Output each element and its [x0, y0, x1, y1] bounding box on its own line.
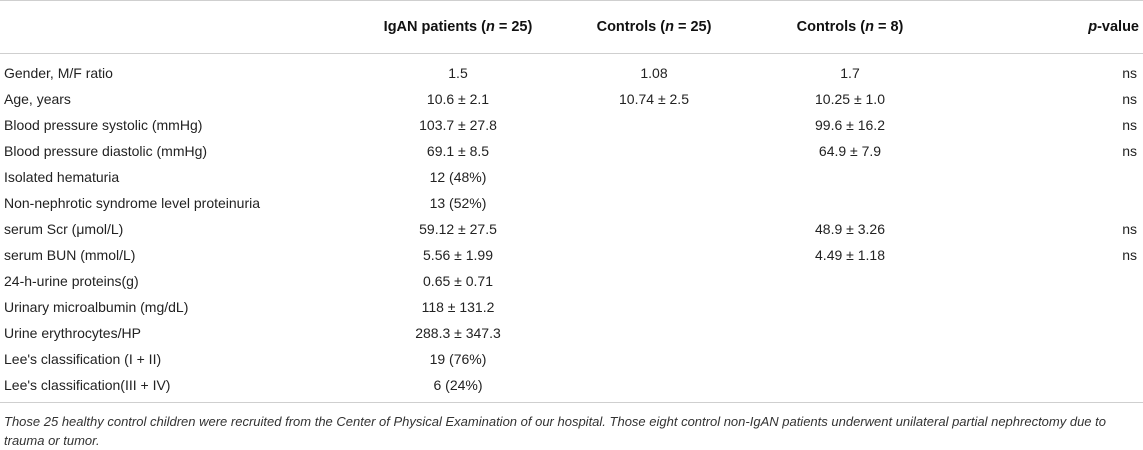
- cell-controls-25: [556, 320, 752, 346]
- table-row: Lee's classification(III + IV) 6 (24%): [0, 372, 1143, 403]
- cell-igan-patients: 103.7 ± 27.8: [419, 117, 497, 133]
- cell-p-value: [948, 190, 1143, 216]
- cell-characteristic: Age, years: [4, 91, 71, 107]
- cell-controls-8: 48.9 ± 3.26: [815, 221, 885, 237]
- cell-controls-25: [556, 138, 752, 164]
- table-row: Urinary microalbumin (mg/dL) 118 ± 131.2: [0, 294, 1143, 320]
- cell-controls-25: [556, 112, 752, 138]
- cell-igan-patients: 5.56 ± 1.99: [423, 247, 493, 263]
- cell-controls-25: [556, 294, 752, 320]
- cell-characteristic: Isolated hematuria: [4, 169, 120, 185]
- cell-characteristic: 24-h-urine proteins(g): [4, 273, 139, 289]
- cell-igan-patients: 118 ± 131.2: [421, 299, 495, 315]
- cell-characteristic: Gender, M/F ratio: [4, 65, 113, 81]
- table-row: Non-nephrotic syndrome level proteinuria…: [0, 190, 1143, 216]
- cell-p-value: ns: [1122, 143, 1137, 159]
- table-row: Urine erythrocytes/HP 288.3 ± 347.3: [0, 320, 1143, 346]
- cell-characteristic: Lee's classification (I + II): [4, 351, 162, 367]
- cell-controls-8: [752, 320, 948, 346]
- cell-controls-25: [556, 268, 752, 294]
- table-row: Blood pressure diastolic (mmHg) 69.1 ± 8.…: [0, 138, 1143, 164]
- cell-igan-patients: 10.6 ± 2.1: [426, 91, 490, 107]
- cell-controls-25: [556, 346, 752, 372]
- cell-igan-patients: 59.12 ± 27.5: [419, 221, 497, 237]
- cell-controls-8: 64.9 ± 7.9: [818, 143, 882, 159]
- cell-p-value: [948, 372, 1143, 403]
- cell-p-value: ns: [1122, 221, 1137, 237]
- cell-igan-patients: 13 (52%): [429, 195, 487, 211]
- cell-igan-patients: 1.5: [448, 65, 468, 81]
- header-cell-igan-patients: IgAN patients (n = 25): [360, 0, 556, 54]
- cell-controls-25: [556, 216, 752, 242]
- cell-controls-25: 10.74 ± 2.5: [619, 91, 689, 107]
- cell-controls-8: [752, 190, 948, 216]
- cell-controls-25: [556, 372, 752, 403]
- table-row: Age, years 10.6 ± 2.1 10.74 ± 2.5 10.25 ± 1…: [0, 86, 1143, 112]
- cell-igan-patients: 69.1 ± 8.5: [426, 143, 490, 159]
- cell-controls-25: 1.08: [640, 65, 668, 81]
- cell-characteristic: Blood pressure diastolic (mmHg): [4, 143, 208, 159]
- cell-igan-patients: 0.65 ± 0.71: [423, 273, 493, 289]
- cell-igan-patients: 288.3 ± 347.3: [415, 325, 501, 341]
- cell-controls-8: [752, 294, 948, 320]
- table-row: Isolated hematuria 12 (48%): [0, 164, 1143, 190]
- cell-controls-25: [556, 242, 752, 268]
- cell-controls-8: [752, 346, 948, 372]
- header-cell-controls-8: Controls (n = 8): [752, 0, 948, 54]
- cell-p-value: [948, 268, 1143, 294]
- cell-controls-8: 10.25 ± 1.0: [815, 91, 885, 107]
- cell-p-value: [948, 346, 1143, 372]
- cell-characteristic: Lee's classification(III + IV): [0, 372, 360, 403]
- cell-controls-8: 4.49 ± 1.18: [815, 247, 885, 263]
- cell-controls-8: 1.7: [840, 65, 860, 81]
- cell-igan-patients: 12 (48%): [429, 169, 487, 185]
- cell-p-value: ns: [1122, 117, 1137, 133]
- table-row: Gender, M/F ratio 1.5 1.08 1.7 ns: [0, 54, 1143, 87]
- cell-controls-8: 99.6 ± 16.2: [815, 117, 885, 133]
- table-row: Lee's classification (I + II) 19 (76%): [0, 346, 1143, 372]
- cell-p-value: ns: [1122, 65, 1137, 81]
- header-row: IgAN patients (n = 25) Controls (n = 25)…: [0, 0, 1143, 54]
- cell-p-value: [948, 320, 1143, 346]
- header-cell-controls-25: Controls (n = 25): [556, 0, 752, 54]
- cell-characteristic: serum Scr (μmol/L): [4, 221, 124, 237]
- cell-characteristic: Urinary microalbumin (mg/dL): [4, 299, 189, 315]
- header-cell-characteristic: [0, 0, 360, 54]
- cell-controls-8: [752, 164, 948, 190]
- cell-controls-25: [556, 164, 752, 190]
- cell-p-value: ns: [1122, 91, 1137, 107]
- cell-controls-25: [556, 190, 752, 216]
- header-cell-p-value: p-value: [948, 0, 1143, 54]
- cell-characteristic: Urine erythrocytes/HP: [4, 325, 141, 341]
- table-body: Gender, M/F ratio 1.5 1.08 1.7 ns Age, years 1…: [0, 54, 1143, 403]
- cell-igan-patients: 19 (76%): [429, 351, 487, 367]
- table-row: serum BUN (mmol/L) 5.56 ± 1.99 4.49 ± 1.18…: [0, 242, 1143, 268]
- cell-igan-patients: 6 (24%): [360, 372, 556, 403]
- cell-p-value: [948, 294, 1143, 320]
- cell-p-value: ns: [1122, 247, 1137, 263]
- cell-controls-8: [752, 268, 948, 294]
- cell-characteristic: serum BUN (mmol/L): [4, 247, 136, 263]
- cell-characteristic: Blood pressure systolic (mmHg): [4, 117, 203, 133]
- cell-characteristic: Non-nephrotic syndrome level proteinuria: [4, 195, 261, 211]
- table-row: Blood pressure systolic (mmHg) 103.7 ± 27…: [0, 112, 1143, 138]
- cell-controls-8: [752, 372, 948, 403]
- table-row: serum Scr (μmol/L) 59.12 ± 27.5 48.9 ± 3.2…: [0, 216, 1143, 242]
- clinical-characteristics-table: IgAN patients (n = 25) Controls (n = 25)…: [0, 0, 1143, 403]
- table-footnote: Those 25 healthy control children were r…: [4, 414, 1106, 448]
- table-row: 24-h-urine proteins(g) 0.65 ± 0.71: [0, 268, 1143, 294]
- cell-p-value: [948, 164, 1143, 190]
